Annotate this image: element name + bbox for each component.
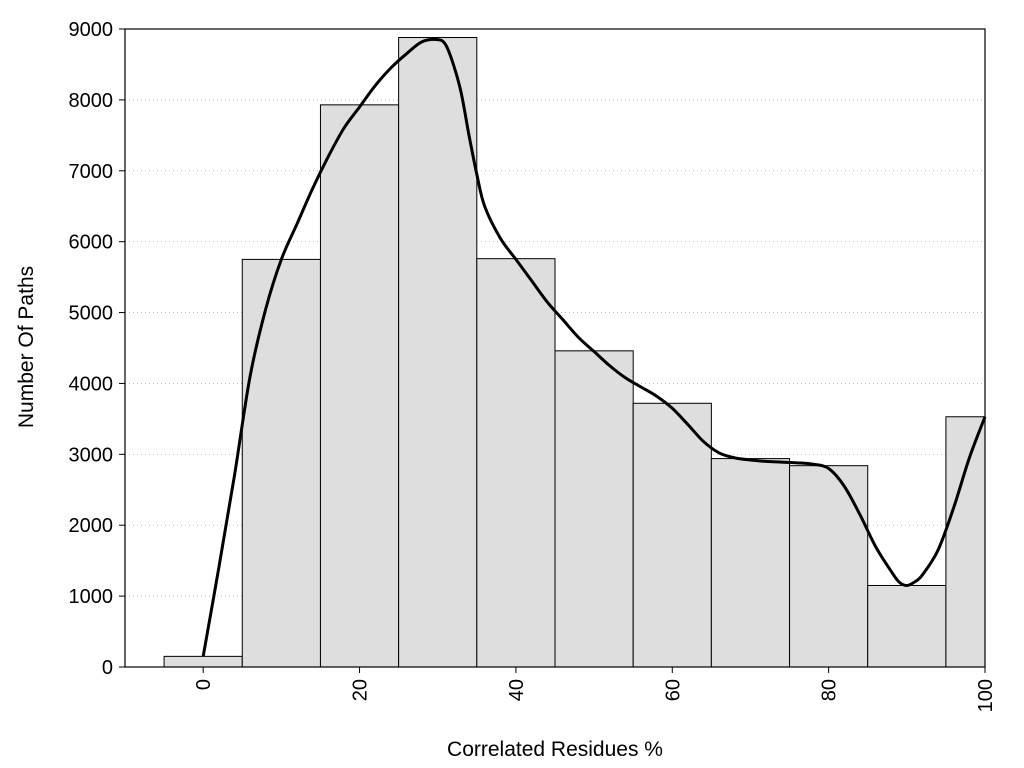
x-tick-label: 100 bbox=[975, 679, 997, 712]
histogram-bar bbox=[476, 258, 556, 668]
x-axis-ticks: 0 20 40 60 80 100 bbox=[193, 667, 997, 712]
y-tick-label: 7000 bbox=[69, 161, 114, 183]
x-tick-label: 0 bbox=[193, 679, 215, 690]
y-tick-label: 6000 bbox=[69, 232, 114, 254]
x-tick-label: 20 bbox=[350, 679, 372, 701]
histogram-bars bbox=[163, 37, 986, 668]
histogram-bar bbox=[710, 458, 791, 668]
histogram-bar bbox=[632, 402, 712, 668]
y-axis-ticks: 0 1000 2000 3000 4000 5000 6000 7000 8000 9000 bbox=[69, 19, 125, 679]
x-tick-label: 60 bbox=[662, 679, 684, 701]
histogram-bar bbox=[945, 416, 986, 668]
y-tick-label: 8000 bbox=[69, 90, 114, 112]
y-tick-label: 4000 bbox=[69, 373, 114, 395]
y-tick-label: 1000 bbox=[69, 586, 114, 608]
y-tick-label: 9000 bbox=[69, 19, 114, 41]
x-tick-label: 40 bbox=[506, 679, 528, 701]
histogram-bar bbox=[241, 258, 321, 668]
histogram-bar bbox=[867, 584, 947, 668]
y-tick-label: 3000 bbox=[69, 444, 114, 466]
x-axis-label: Correlated Residues % bbox=[447, 738, 663, 761]
smoothed-curve bbox=[201, 37, 987, 657]
histogram-bar bbox=[319, 104, 400, 668]
y-axis-label: Number Of Paths bbox=[15, 266, 38, 428]
histogram-bar bbox=[398, 37, 478, 668]
histogram-bar bbox=[554, 350, 634, 668]
y-tick-label: 5000 bbox=[69, 303, 114, 325]
y-tick-label: 2000 bbox=[69, 515, 114, 537]
plot-frame bbox=[124, 28, 986, 668]
x-tick-label: 80 bbox=[819, 679, 841, 701]
histogram-bar bbox=[163, 655, 243, 668]
histogram-bar bbox=[789, 465, 869, 668]
y-tick-label: 0 bbox=[102, 657, 113, 679]
